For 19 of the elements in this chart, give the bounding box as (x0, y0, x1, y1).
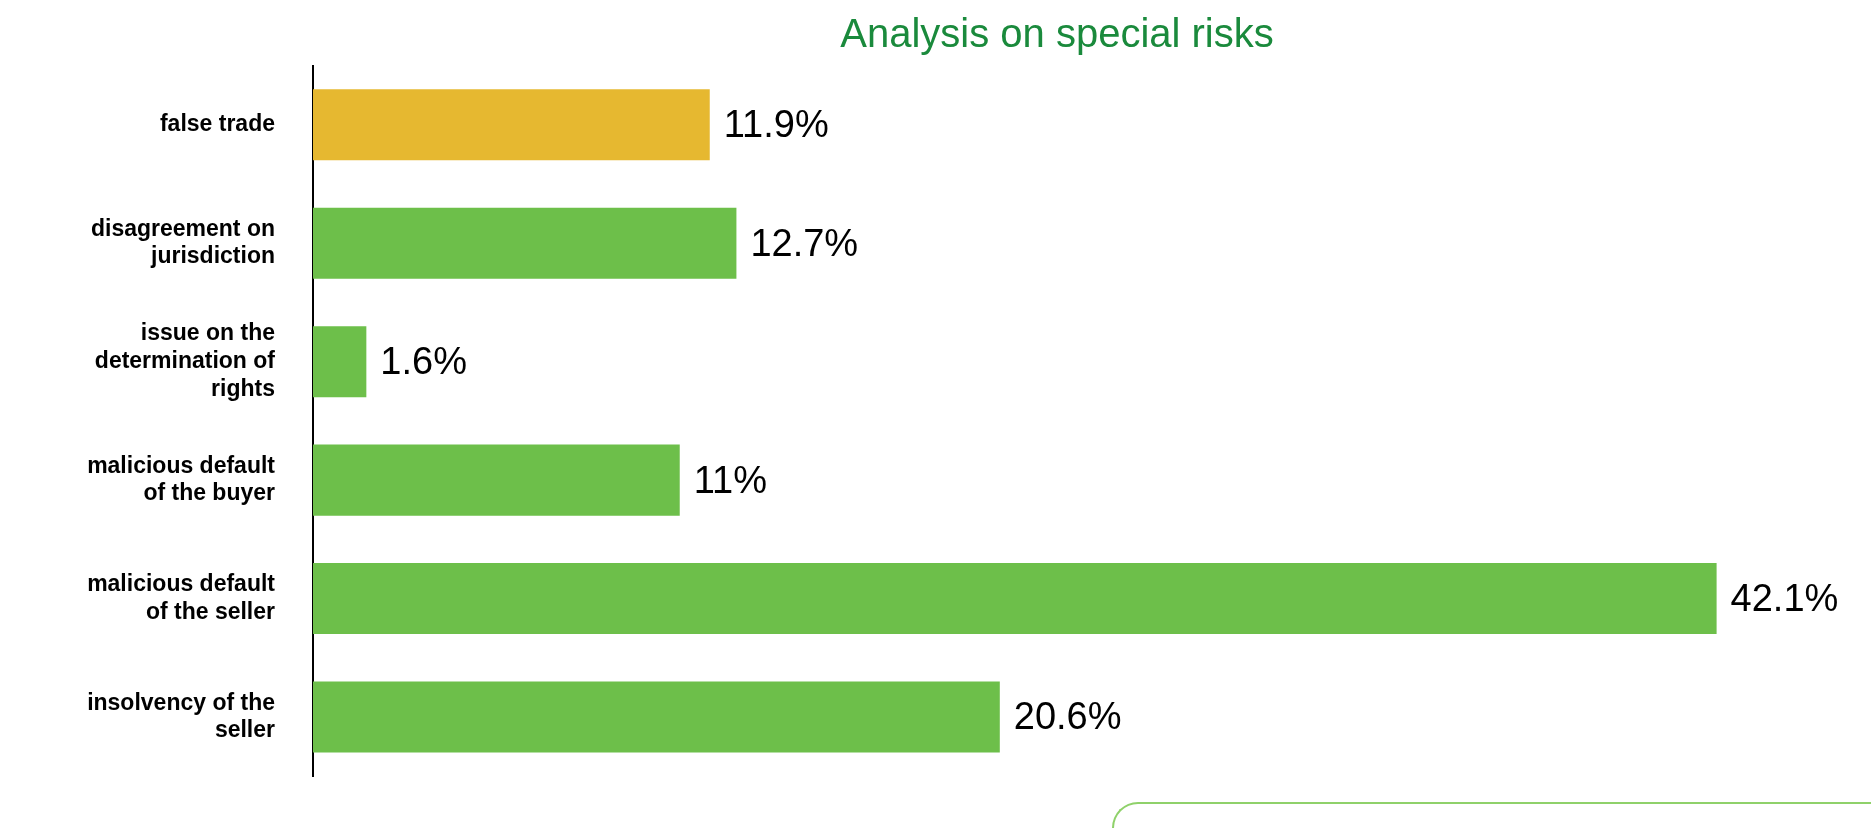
bar (313, 444, 680, 516)
data-label: 42.1% (1730, 577, 1839, 620)
data-label: 1.6% (380, 340, 467, 383)
y-tick-label: malicious default of the buyer (87, 451, 276, 506)
data-label: 11% (693, 458, 767, 501)
bar (313, 89, 710, 161)
bar (313, 563, 1717, 635)
bar (313, 681, 1000, 753)
chart-title: Analysis on special risks (840, 11, 1274, 56)
y-tick-label: issue on the determination of rights (94, 319, 276, 401)
y-tick-label: false trade (159, 110, 275, 137)
y-tick-label: malicious default of the seller (87, 570, 276, 624)
y-tick-label: insolvency of the seller (87, 688, 276, 743)
bar (313, 207, 737, 279)
data-label: 20.6% (1013, 695, 1122, 738)
bar (313, 326, 367, 398)
data-label: 11.9% (723, 103, 829, 146)
y-tick-label: disagreement on jurisdiction (90, 214, 275, 269)
data-label: 12.7% (750, 221, 859, 264)
